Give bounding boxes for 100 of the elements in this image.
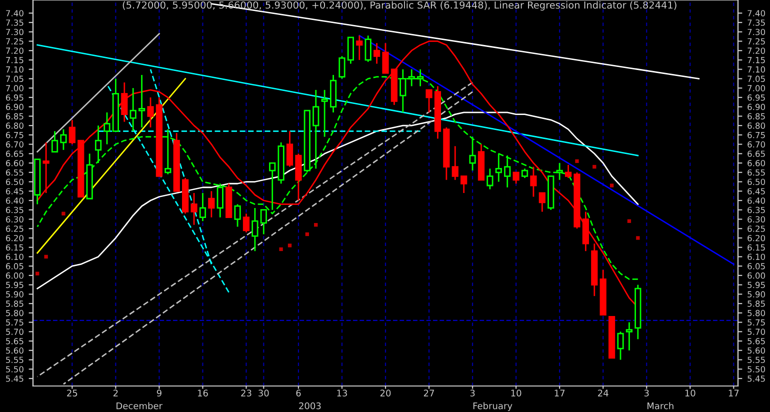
- y-tick-label: 6.10: [6, 254, 24, 260]
- x-tick-label: 17: [554, 390, 565, 396]
- x-tick-label: 10: [511, 390, 522, 396]
- y-tick-label: 5.55: [6, 356, 24, 364]
- y2-tick-label: 5.80: [748, 310, 766, 316]
- y2-tick-label: 6.20: [748, 234, 766, 242]
- y-tick-label: 7.00: [6, 85, 24, 92]
- y-tick-label: 7.35: [6, 19, 24, 26]
- y-tick-label: 7.20: [6, 48, 24, 54]
- y2-tick-label: 6.10: [748, 254, 766, 260]
- y-tick-label: 6.80: [6, 122, 24, 129]
- y-tick-label: 6.20: [6, 234, 24, 242]
- y-tick-label: 7.05: [6, 76, 24, 82]
- y2-tick-label: 5.45: [748, 376, 765, 382]
- y-tick-label: 5.70: [6, 328, 24, 335]
- y-tick-label: 6.60: [6, 160, 24, 166]
- x-tick-label: 3: [470, 390, 475, 396]
- y-tick-label: 6.00: [6, 272, 24, 279]
- y2-tick-label: 5.75: [748, 319, 765, 326]
- text: December: [116, 402, 162, 410]
- x-tick-label: 25: [67, 390, 78, 396]
- y-tick-label: 5.60: [6, 347, 24, 354]
- y2-tick-label: 6.40: [748, 197, 766, 204]
- y2-tick-label: 6.05: [748, 263, 765, 270]
- x-tick-label: 17: [728, 390, 739, 396]
- y-tick-label: 7.15: [6, 57, 24, 64]
- y2-tick-label: 7.15: [748, 57, 765, 64]
- y-tick-label: 6.50: [6, 178, 24, 186]
- y2-tick-label: 7.00: [748, 85, 766, 92]
- y2-tick-label: 7.25: [748, 38, 765, 45]
- y-tick-label: 6.95: [6, 94, 24, 101]
- x-tick-label: 10: [685, 390, 696, 396]
- y-tick-label: 5.80: [6, 310, 24, 316]
- y-tick-label: 6.85: [6, 113, 24, 120]
- y2-tick-label: 6.15: [748, 244, 765, 251]
- y2-tick-label: 5.95: [748, 282, 765, 288]
- y2-tick-label: 7.30: [748, 28, 766, 36]
- y-tick-label: 6.25: [6, 226, 24, 232]
- y-tick-label: 6.30: [6, 216, 24, 223]
- y2-tick-label: 6.25: [748, 226, 765, 232]
- x-tick-label: 23: [241, 390, 252, 396]
- y-tick-label: 6.70: [6, 141, 24, 148]
- y2-tick-label: 6.55: [748, 169, 765, 176]
- y2-tick-label: 5.90: [748, 291, 766, 298]
- text: March: [647, 402, 674, 410]
- y-tick-label: 5.65: [6, 338, 24, 344]
- x-tick-label: 27: [424, 390, 434, 396]
- y-tick-label: 7.25: [6, 38, 24, 45]
- y2-tick-label: 7.05: [748, 76, 765, 82]
- y2-tick-label: 7.10: [748, 66, 766, 73]
- y2-tick-label: 5.50: [748, 366, 766, 372]
- y-tick-label: 6.35: [6, 206, 24, 214]
- y-tick-label: 5.45: [6, 376, 24, 382]
- y-tick-label: 5.95: [6, 282, 24, 288]
- x-tick-label: 3: [644, 390, 649, 396]
- y-tick-label: 5.85: [6, 300, 24, 307]
- y2-tick-label: 6.45: [748, 188, 765, 194]
- y-tick-label: 6.40: [6, 197, 24, 204]
- y-tick-label: 6.15: [6, 244, 24, 251]
- y2-tick-label: 6.85: [748, 113, 765, 120]
- y2-tick-label: 6.30: [748, 216, 766, 223]
- x-tick-label: 16: [198, 390, 208, 396]
- x-tick-label: 24: [598, 390, 608, 396]
- y-tick-label: 6.75: [6, 132, 24, 138]
- y2-tick-label: 6.35: [748, 206, 765, 214]
- y-tick-label: 5.75: [6, 319, 24, 326]
- text: February: [473, 402, 512, 411]
- y2-tick-label: 6.70: [748, 141, 766, 148]
- y2-tick-label: 7.35: [748, 19, 765, 26]
- text: 2003: [299, 402, 321, 410]
- y-tick-label: 5.50: [6, 366, 24, 372]
- y2-tick-label: 6.75: [748, 132, 765, 138]
- y2-tick-label: 6.60: [748, 160, 766, 166]
- y-tick-label: 6.90: [6, 104, 24, 110]
- y2-tick-label: 5.65: [748, 338, 765, 344]
- y2-tick-label: 6.95: [748, 94, 765, 101]
- y-tick-label: 7.30: [6, 28, 24, 36]
- y-tick-label: 6.05: [6, 263, 24, 270]
- y2-tick-label: 5.55: [748, 356, 765, 364]
- x-tick-label: 30: [258, 390, 269, 396]
- y-tick-label: 6.65: [6, 150, 24, 157]
- y2-tick-label: 6.80: [748, 122, 766, 129]
- y2-tick-label: 7.40: [748, 10, 766, 16]
- y2-tick-label: 6.90: [748, 104, 766, 110]
- y-tick-label: 7.40: [6, 10, 24, 16]
- y2-tick-label: 7.20: [748, 48, 766, 54]
- x-tick-label: 13: [337, 390, 347, 396]
- y2-tick-label: 6.65: [748, 150, 765, 157]
- x-tick-label: 9: [156, 390, 162, 396]
- y2-tick-label: 6.00: [748, 272, 766, 279]
- y2-tick-label: 5.85: [748, 300, 765, 307]
- y-tick-label: 7.10: [6, 66, 24, 73]
- y2-tick-label: 6.50: [748, 178, 766, 186]
- y-tick-label: 5.90: [6, 291, 24, 298]
- y2-tick-label: 5.70: [748, 328, 766, 335]
- y-tick-label: 6.55: [6, 169, 24, 176]
- x-tick-label: 6: [296, 390, 301, 396]
- y-tick-label: 6.45: [6, 188, 24, 194]
- x-tick-label: 2: [113, 390, 118, 396]
- y2-tick-label: 5.60: [748, 347, 766, 354]
